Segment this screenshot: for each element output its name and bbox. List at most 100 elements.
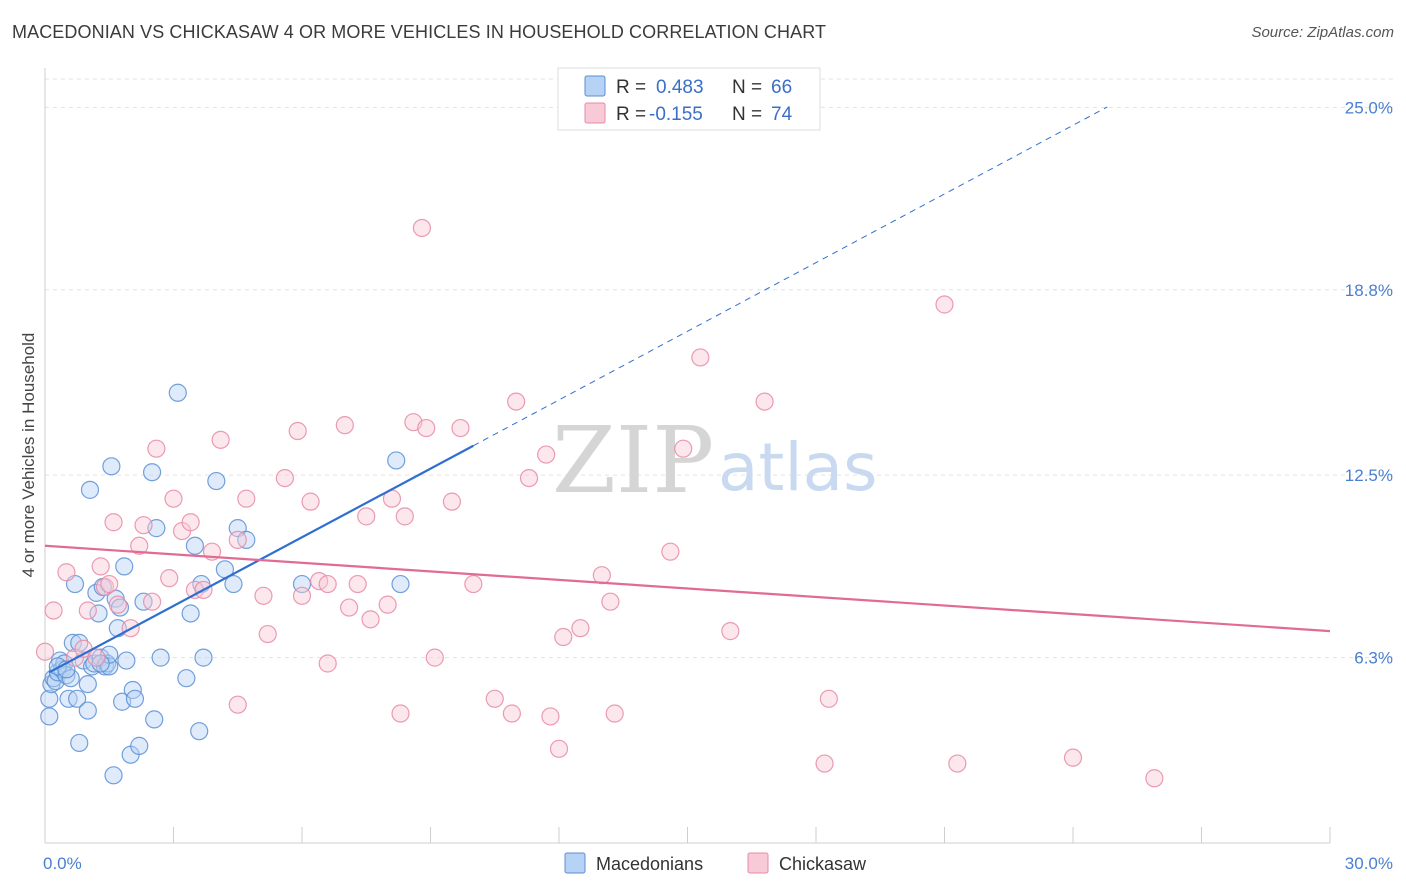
point-chickasaw-74	[1063, 748, 1083, 767]
point-chickasaw-20	[181, 513, 200, 532]
trend-lines	[44, 106, 1331, 674]
point-chickasaw-14	[134, 516, 153, 535]
point-chickasaw-31	[288, 421, 307, 441]
trend-line-chickasaw	[44, 544, 1331, 633]
point-chickasaw-26	[228, 695, 247, 714]
point-macedonians-31	[102, 457, 121, 476]
point-chickasaw-6	[87, 648, 106, 667]
point-macedonians-12	[63, 633, 82, 652]
series-chickasaw	[35, 218, 1164, 788]
point-chickasaw-60	[554, 627, 573, 647]
point-chickasaw-73	[948, 754, 967, 773]
point-chickasaw-7	[91, 557, 110, 576]
point-chickasaw-53	[485, 689, 504, 708]
legend-n-value-2: 74	[771, 104, 793, 125]
point-chickasaw-51	[451, 418, 470, 438]
point-macedonians-14	[68, 689, 87, 708]
point-chickasaw-13	[130, 536, 149, 555]
point-chickasaw-69	[755, 392, 774, 411]
point-macedonians-37	[115, 557, 134, 576]
point-chickasaw-47	[412, 218, 432, 238]
point-chickasaw-24	[211, 430, 230, 449]
point-chickasaw-71	[815, 754, 834, 773]
y-tick-label-1: 12.5%	[1345, 466, 1393, 485]
point-chickasaw-75	[1145, 769, 1164, 788]
point-chickasaw-33	[301, 492, 320, 511]
point-chickasaw-0	[35, 642, 55, 661]
point-macedonians-0	[40, 707, 59, 726]
legend-n-value-1: 66	[771, 77, 792, 98]
legend-n-label-1: N =	[732, 77, 762, 98]
point-chickasaw-27	[237, 489, 256, 508]
y-tick-label-3: 25.0%	[1345, 98, 1393, 117]
point-macedonians-51	[185, 536, 205, 555]
point-chickasaw-38	[340, 598, 359, 617]
point-chickasaw-2	[57, 563, 76, 582]
point-macedonians-20	[80, 480, 100, 499]
point-chickasaw-67	[691, 348, 710, 367]
point-macedonians-61	[387, 451, 406, 470]
point-macedonians-24	[89, 604, 108, 623]
point-macedonians-11	[61, 669, 80, 688]
legend-swatch-chickasaw	[584, 102, 606, 124]
point-macedonians-41	[125, 689, 145, 708]
point-chickasaw-64	[605, 704, 624, 723]
bottom-legend-macedonians: Macedonians	[596, 854, 703, 874]
point-chickasaw-29	[258, 624, 277, 644]
axes	[44, 68, 1331, 844]
point-macedonians-47	[151, 648, 170, 667]
point-chickasaw-45	[395, 507, 414, 526]
point-chickasaw-50	[442, 492, 462, 511]
point-chickasaw-32	[292, 586, 312, 605]
point-macedonians-50	[181, 604, 200, 623]
point-macedonians-35	[110, 598, 130, 617]
y-axis-label: 4 or more Vehicles in Household	[19, 333, 38, 578]
point-macedonians-62	[391, 574, 410, 594]
legend-r-value-1: 0.483	[656, 77, 704, 98]
legend-n-label-2: N =	[732, 104, 762, 125]
trend-line-macedonians-extension	[473, 106, 1108, 447]
point-macedonians-45	[145, 710, 164, 729]
point-chickasaw-61	[571, 619, 590, 638]
legend: R = 0.483 N = 66 R = -0.155 N = 74	[557, 67, 821, 131]
trend-line-macedonians	[48, 444, 474, 674]
point-chickasaw-48	[417, 418, 436, 438]
chart-source: Source: ZipAtlas.com	[1251, 24, 1394, 41]
point-chickasaw-56	[519, 468, 539, 488]
point-chickasaw-70	[819, 689, 838, 708]
point-chickasaw-11	[108, 595, 127, 614]
y-tick-label-2: 18.8%	[1345, 281, 1393, 300]
x-tick-label-0: 0.0%	[43, 854, 82, 873]
y-tick-label-0: 6.3%	[1354, 649, 1393, 668]
point-macedonians-32	[104, 766, 123, 785]
point-chickasaw-5	[78, 601, 97, 620]
point-chickasaw-44	[391, 704, 410, 723]
point-chickasaw-15	[142, 592, 162, 611]
point-macedonians-52	[190, 722, 209, 741]
point-chickasaw-1	[44, 601, 63, 620]
legend-r-value-2: -0.155	[649, 104, 703, 125]
y-tick-labels: 6.3% 12.5% 18.8% 25.0%	[1345, 98, 1393, 667]
x-tick-labels: 0.0% 30.0%	[43, 854, 1393, 873]
point-chickasaw-49	[425, 648, 444, 667]
watermark: ZIP atlas	[552, 407, 878, 514]
point-macedonians-16	[70, 733, 89, 753]
point-chickasaw-18	[164, 489, 183, 508]
point-chickasaw-58	[541, 707, 560, 726]
point-chickasaw-42	[378, 595, 397, 614]
point-chickasaw-35	[318, 574, 337, 594]
point-chickasaw-55	[507, 392, 526, 411]
watermark-atlas: atlas	[718, 429, 878, 506]
point-chickasaw-59	[549, 739, 569, 758]
point-chickasaw-52	[464, 574, 483, 594]
grid-lines	[45, 78, 1395, 659]
point-chickasaw-63	[601, 592, 620, 611]
point-macedonians-44	[142, 463, 162, 482]
point-macedonians-18	[78, 701, 97, 720]
bottom-legend-swatch-chickasaw	[747, 852, 769, 874]
legend-r-label-2: R =	[616, 104, 646, 125]
point-chickasaw-40	[357, 507, 376, 526]
legend-swatch-macedonians	[584, 75, 606, 97]
bottom-legend: Macedonians Chickasaw	[564, 852, 867, 874]
